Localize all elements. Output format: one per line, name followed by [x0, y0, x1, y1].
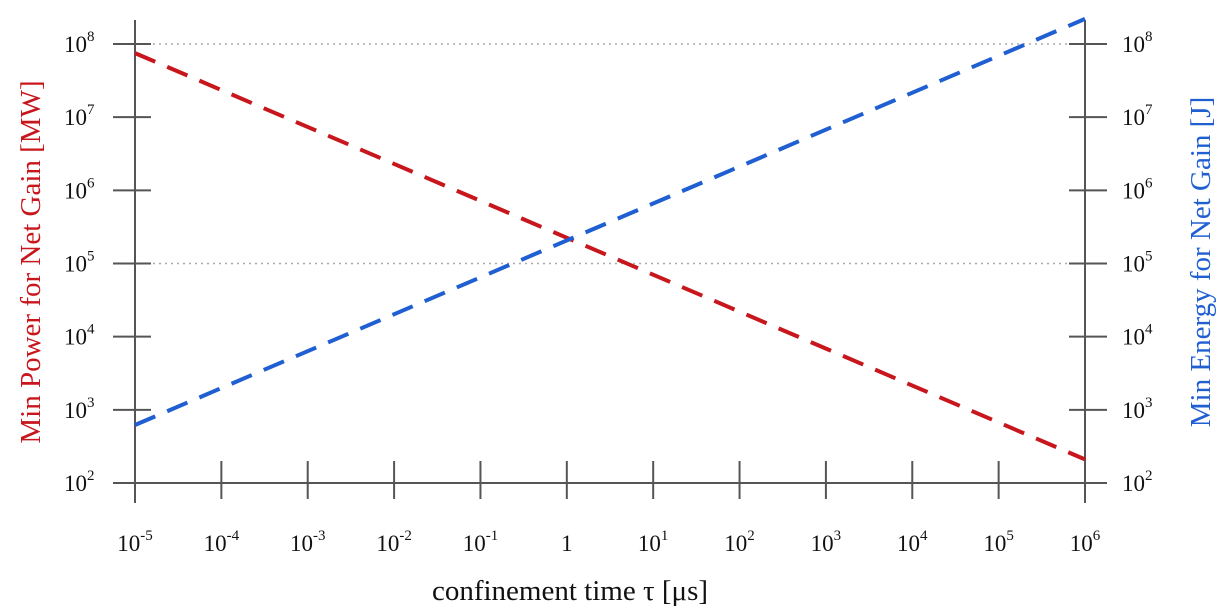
x-tick-label: 104 — [897, 528, 928, 556]
tick-labels: 10-5 10-4 10-3 10-2 10-1 1 101 102 103 104 105 106 1… — [64, 29, 1153, 556]
y-tick-label-left: 106 — [64, 175, 95, 203]
y-tick-label-right: 107 — [1122, 102, 1153, 130]
y-tick-label-left: 107 — [64, 102, 95, 130]
x-tick-label: 10-1 — [463, 528, 499, 556]
x-tick-label: 106 — [1070, 528, 1101, 556]
series-layer — [134, 17, 1086, 462]
y-tick-label-left: 104 — [64, 322, 95, 350]
axes-layer — [113, 20, 1107, 503]
x-axis-title: confinement time τ [μs] — [432, 575, 708, 607]
x-tick-label: 101 — [638, 528, 669, 556]
y-tick-label-left: 105 — [64, 249, 95, 277]
grid-layer — [135, 43, 1085, 265]
y-axis-title-left: Min Power for Net Gain [MW] — [15, 80, 47, 443]
x-tick-label: 105 — [983, 528, 1014, 556]
x-tick-label: 103 — [811, 528, 842, 556]
y-tick-label-left: 103 — [64, 395, 95, 423]
x-tick-label: 1 — [561, 531, 573, 556]
y-tick-label-right: 106 — [1122, 175, 1153, 203]
y-axis-title-right: Min Energy for Net Gain [J] — [1185, 97, 1217, 427]
x-tick-label: 10-5 — [117, 528, 153, 556]
series-line-right — [134, 17, 1086, 427]
y-tick-label-right: 102 — [1122, 468, 1153, 496]
y-tick-label-right: 104 — [1122, 322, 1153, 350]
x-tick-label: 10-4 — [204, 528, 240, 556]
y-tick-label-right: 108 — [1122, 29, 1153, 57]
x-tick-label: 102 — [724, 528, 755, 556]
y-tick-label-left: 102 — [64, 468, 95, 496]
y-tick-label-right: 103 — [1122, 395, 1153, 423]
x-tick-label: 10-2 — [376, 528, 412, 556]
y-tick-label-right: 105 — [1122, 249, 1153, 277]
series-line-left — [134, 51, 1086, 462]
y-tick-label-left: 108 — [64, 29, 95, 57]
x-tick-label: 10-3 — [290, 528, 326, 556]
